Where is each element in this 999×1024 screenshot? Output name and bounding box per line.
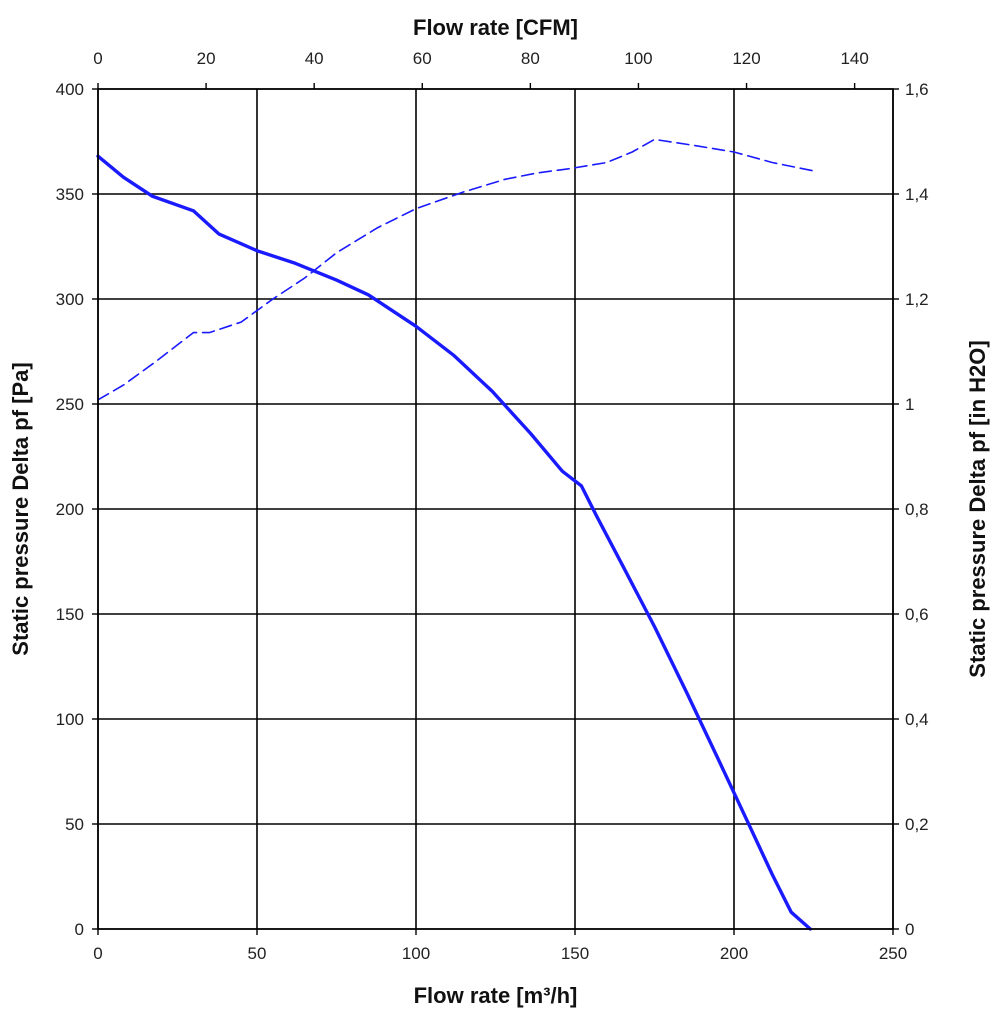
y-left-tick-label: 150: [56, 605, 84, 624]
x-bottom-tick-label: 150: [561, 944, 589, 963]
x-top-tick-label: 0: [93, 49, 102, 68]
y-left-tick-label: 400: [56, 80, 84, 99]
x-bottom-tick-label: 0: [93, 944, 102, 963]
top-axis-title: Flow rate [CFM]: [413, 15, 578, 40]
y-right-tick-label: 1,2: [905, 290, 929, 309]
y-left-tick-label: 50: [65, 815, 84, 834]
x-top-tick-label: 40: [305, 49, 324, 68]
bottom-axis-title: Flow rate [m³/h]: [414, 983, 578, 1008]
y-right-tick-label: 0,4: [905, 710, 929, 729]
y-left-tick-label: 0: [75, 920, 84, 939]
y-left-tick-label: 350: [56, 185, 84, 204]
x-top-tick-label: 80: [521, 49, 540, 68]
y-right-tick-label: 0,2: [905, 815, 929, 834]
y-left-tick-label: 100: [56, 710, 84, 729]
right-axis-title: Static pressure Delta pf [in H2O]: [965, 340, 990, 677]
y-left-tick-label: 250: [56, 395, 84, 414]
y-left-tick-label: 300: [56, 290, 84, 309]
series-line-dashed: [97, 138, 815, 401]
x-top-tick-label: 60: [413, 49, 432, 68]
x-bottom-tick-label: 250: [879, 944, 907, 963]
y-right-tick-label: 1,4: [905, 185, 929, 204]
x-bottom-tick-label: 200: [720, 944, 748, 963]
left-axis-title: Static pressure Delta pf [Pa]: [8, 362, 33, 655]
x-bottom-tick-label: 100: [402, 944, 430, 963]
x-top-tick-label: 20: [197, 49, 216, 68]
y-left-tick-label: 200: [56, 500, 84, 519]
x-top-tick-label: 140: [840, 49, 868, 68]
y-right-tick-label: 0,6: [905, 605, 929, 624]
y-right-tick-label: 0: [905, 920, 914, 939]
x-top-tick-label: 100: [624, 49, 652, 68]
y-right-tick-label: 1,6: [905, 80, 929, 99]
x-top-tick-label: 120: [732, 49, 760, 68]
x-bottom-tick-label: 50: [248, 944, 267, 963]
series-layer: [96, 138, 815, 931]
y-right-tick-label: 1: [905, 395, 914, 414]
series-line-solid: [96, 154, 812, 931]
y-right-tick-label: 0,8: [905, 500, 929, 519]
grid-lines: [97, 88, 894, 930]
